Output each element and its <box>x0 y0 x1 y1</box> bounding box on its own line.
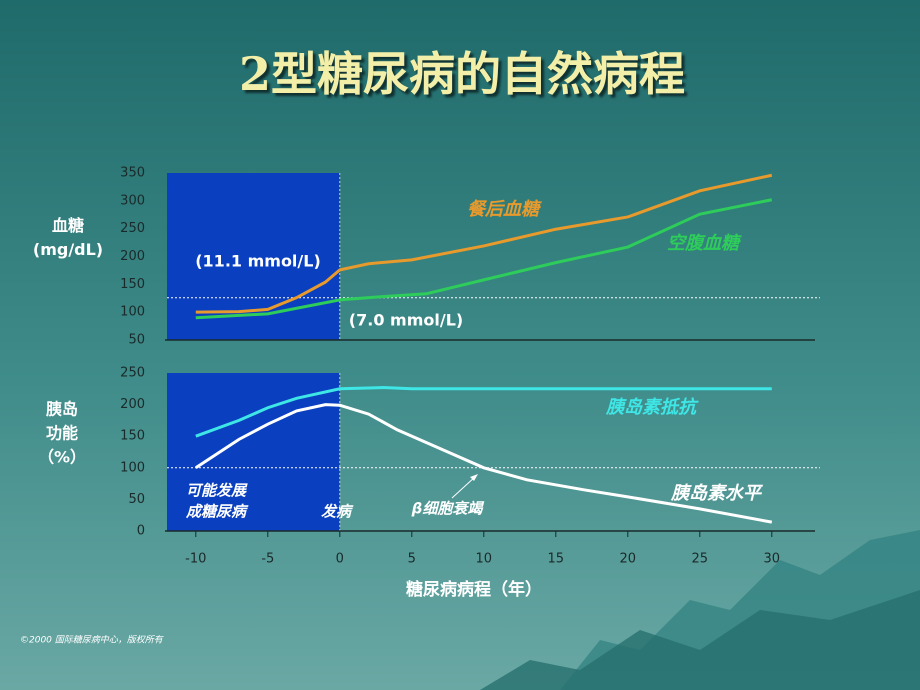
shaded-region <box>167 373 340 531</box>
y-axis-label: 功能 <box>46 424 78 443</box>
line-series <box>195 386 772 438</box>
y-tick-label: 150 <box>120 277 145 292</box>
x-tick-label: 25 <box>692 552 709 567</box>
y-tick-label: 250 <box>120 366 145 381</box>
line-series <box>195 173 773 314</box>
y-axis-label: (mg/dL) <box>33 240 103 259</box>
x-tick-label: 10 <box>476 552 493 567</box>
y-tick-label: 150 <box>120 429 145 444</box>
series-label: 胰岛素水平 <box>670 483 763 504</box>
y-tick-label: 50 <box>128 333 145 348</box>
arrowhead <box>470 474 478 481</box>
y-tick-label: 300 <box>120 193 145 208</box>
x-tick-label: -10 <box>185 552 206 567</box>
annotation: 成糖尿病 <box>185 503 249 521</box>
x-tick-label: 0 <box>336 552 344 567</box>
y-tick-label: 100 <box>120 460 145 475</box>
y-tick-label: 100 <box>120 305 145 320</box>
x-tick-label: 5 <box>408 552 416 567</box>
annotation: (11.1 mmol/L) <box>195 252 321 271</box>
annotation: 发病 <box>321 503 354 521</box>
y-tick-label: 200 <box>120 249 145 264</box>
y-tick-label: 200 <box>120 397 145 412</box>
mountain <box>480 590 920 690</box>
x-tick-label: 20 <box>620 552 637 567</box>
y-axis-label: （%） <box>38 448 86 467</box>
x-axis-label: 糖尿病病程（年） <box>406 579 542 600</box>
series-label: 餐后血糖 <box>467 199 542 220</box>
annotation: (7.0 mmol/L) <box>349 311 463 330</box>
y-tick-label: 350 <box>120 166 145 181</box>
y-tick-label: 50 <box>128 492 145 507</box>
x-tick-label: -5 <box>261 552 274 567</box>
x-tick-label: 15 <box>548 552 565 567</box>
y-tick-label: 0 <box>137 524 145 539</box>
y-tick-label: 250 <box>120 221 145 236</box>
annotation: 可能发展 <box>186 482 248 500</box>
y-axis-label: 胰岛 <box>46 400 78 419</box>
annotation: β细胞衰竭 <box>411 500 485 518</box>
x-tick-label: 30 <box>764 552 781 567</box>
line-series <box>195 198 773 320</box>
series-label: 空腹血糖 <box>667 233 742 254</box>
y-axis-label: 血糖 <box>52 216 84 235</box>
series-label: 胰岛素抵抗 <box>605 397 699 418</box>
arrow <box>451 475 477 499</box>
footer: ©2000 国际糖尿病中心，版权所有 <box>20 635 165 646</box>
slide-title: 2型糖尿病的自然病程 <box>239 47 685 101</box>
line-series <box>194 403 773 524</box>
